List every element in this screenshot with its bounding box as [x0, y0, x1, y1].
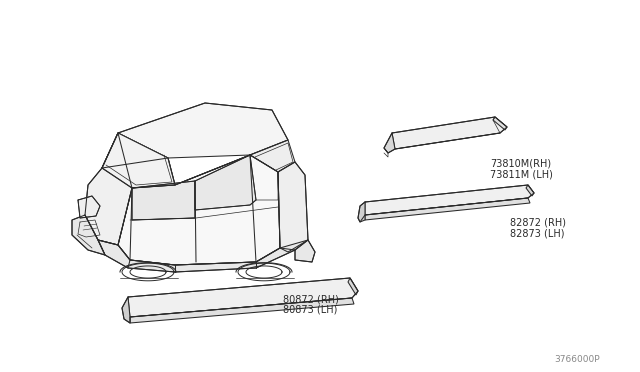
Text: 3766000P: 3766000P: [554, 355, 600, 364]
Text: 80872 (RH): 80872 (RH): [283, 294, 339, 304]
Polygon shape: [250, 140, 295, 172]
Text: 73811M (LH): 73811M (LH): [490, 169, 553, 179]
Polygon shape: [493, 117, 507, 130]
Polygon shape: [278, 162, 308, 252]
Polygon shape: [384, 133, 395, 153]
Polygon shape: [132, 181, 195, 220]
Polygon shape: [365, 185, 534, 215]
Polygon shape: [195, 155, 256, 210]
Polygon shape: [128, 278, 358, 317]
Polygon shape: [348, 278, 358, 295]
Polygon shape: [122, 297, 130, 323]
Text: 73810M(RH): 73810M(RH): [490, 158, 551, 168]
Polygon shape: [526, 185, 534, 196]
Polygon shape: [78, 196, 100, 218]
Text: 82872 (RH): 82872 (RH): [510, 217, 566, 227]
Text: 80873 (LH): 80873 (LH): [283, 305, 337, 315]
Polygon shape: [118, 103, 288, 158]
Text: 82873 (LH): 82873 (LH): [510, 228, 564, 238]
Polygon shape: [102, 133, 175, 188]
Polygon shape: [358, 202, 365, 222]
Polygon shape: [392, 117, 507, 149]
Polygon shape: [295, 240, 315, 262]
Polygon shape: [85, 133, 132, 245]
Polygon shape: [72, 215, 105, 255]
Polygon shape: [98, 240, 308, 272]
Polygon shape: [102, 133, 175, 188]
Polygon shape: [118, 155, 280, 265]
Polygon shape: [365, 198, 530, 220]
Polygon shape: [130, 298, 354, 323]
